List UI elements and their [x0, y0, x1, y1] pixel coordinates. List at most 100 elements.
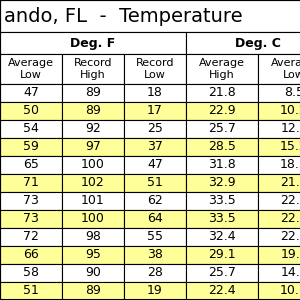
Text: 95: 95	[85, 248, 101, 262]
Text: 89: 89	[85, 284, 101, 298]
Bar	[258, 228, 300, 246]
Bar	[124, 174, 186, 192]
Bar	[62, 264, 124, 282]
Bar	[258, 54, 300, 84]
Bar	[124, 54, 186, 84]
Text: Record
High: Record High	[74, 58, 112, 80]
Text: 50: 50	[23, 104, 39, 118]
Bar	[62, 210, 124, 228]
Text: 12.4: 12.4	[280, 122, 300, 136]
Bar	[186, 138, 258, 156]
Bar	[124, 138, 186, 156]
Text: 22.9: 22.9	[280, 194, 300, 208]
Bar	[124, 120, 186, 138]
Text: 21.8: 21.8	[208, 86, 236, 100]
Text: 62: 62	[147, 194, 163, 208]
Bar	[186, 192, 258, 210]
Text: 64: 64	[147, 212, 163, 226]
Bar	[0, 264, 62, 282]
Bar	[258, 264, 300, 282]
Bar	[186, 174, 258, 192]
Text: 14.6: 14.6	[280, 266, 300, 280]
Text: 32.4: 32.4	[208, 230, 236, 244]
Text: 22.9: 22.9	[208, 104, 236, 118]
Bar	[0, 138, 62, 156]
Bar	[258, 210, 300, 228]
Text: 98: 98	[85, 230, 101, 244]
Text: 100: 100	[81, 158, 105, 172]
Bar	[0, 84, 62, 102]
Bar	[0, 246, 62, 264]
Bar	[0, 0, 300, 32]
Text: 51: 51	[23, 284, 39, 298]
Text: 25: 25	[147, 122, 163, 136]
Bar	[258, 102, 300, 120]
Bar	[186, 246, 258, 264]
Bar	[0, 32, 186, 54]
Bar	[124, 246, 186, 264]
Bar	[124, 282, 186, 300]
Text: 59: 59	[23, 140, 39, 154]
Bar	[186, 228, 258, 246]
Bar	[62, 228, 124, 246]
Text: 33.5: 33.5	[208, 212, 236, 226]
Text: 22.9: 22.9	[280, 212, 300, 226]
Text: 22.4: 22.4	[208, 284, 236, 298]
Text: 15.2: 15.2	[280, 140, 300, 154]
Text: 90: 90	[85, 266, 101, 280]
Text: 10.7: 10.7	[280, 284, 300, 298]
Bar	[186, 210, 258, 228]
Text: 25.7: 25.7	[208, 122, 236, 136]
Text: 47: 47	[23, 86, 39, 100]
Bar	[0, 120, 62, 138]
Text: 28.5: 28.5	[208, 140, 236, 154]
Text: 89: 89	[85, 104, 101, 118]
Bar	[258, 282, 300, 300]
Bar	[186, 54, 258, 84]
Text: 25.7: 25.7	[208, 266, 236, 280]
Bar	[0, 282, 62, 300]
Text: 71: 71	[23, 176, 39, 190]
Text: 72: 72	[23, 230, 39, 244]
Text: 55: 55	[147, 230, 163, 244]
Text: ando, FL  -  Temperature: ando, FL - Temperature	[4, 7, 243, 26]
Text: 66: 66	[23, 248, 39, 262]
Bar	[258, 84, 300, 102]
Text: 17: 17	[147, 104, 163, 118]
Text: 47: 47	[147, 158, 163, 172]
Bar	[62, 120, 124, 138]
Text: 32.9: 32.9	[208, 176, 236, 190]
Text: 37: 37	[147, 140, 163, 154]
Text: 51: 51	[147, 176, 163, 190]
Text: Average
Low: Average Low	[271, 58, 300, 80]
Bar	[0, 102, 62, 120]
Bar	[62, 282, 124, 300]
Bar	[62, 156, 124, 174]
Bar	[258, 156, 300, 174]
Bar	[258, 246, 300, 264]
Text: 102: 102	[81, 176, 105, 190]
Text: 65: 65	[23, 158, 39, 172]
Text: 28: 28	[147, 266, 163, 280]
Bar	[124, 210, 186, 228]
Text: 92: 92	[85, 122, 101, 136]
Text: Deg. C: Deg. C	[235, 37, 281, 50]
Text: 31.8: 31.8	[208, 158, 236, 172]
Bar	[186, 282, 258, 300]
Text: 101: 101	[81, 194, 105, 208]
Bar	[0, 228, 62, 246]
Text: 97: 97	[85, 140, 101, 154]
Bar	[186, 102, 258, 120]
Bar	[124, 228, 186, 246]
Text: 73: 73	[23, 212, 39, 226]
Bar	[186, 120, 258, 138]
Bar	[186, 84, 258, 102]
Text: 100: 100	[81, 212, 105, 226]
Text: 89: 89	[85, 86, 101, 100]
Text: 19.1: 19.1	[280, 248, 300, 262]
Bar	[186, 32, 300, 54]
Bar	[124, 102, 186, 120]
Text: Average
Low: Average Low	[8, 58, 54, 80]
Bar	[62, 138, 124, 156]
Text: 38: 38	[147, 248, 163, 262]
